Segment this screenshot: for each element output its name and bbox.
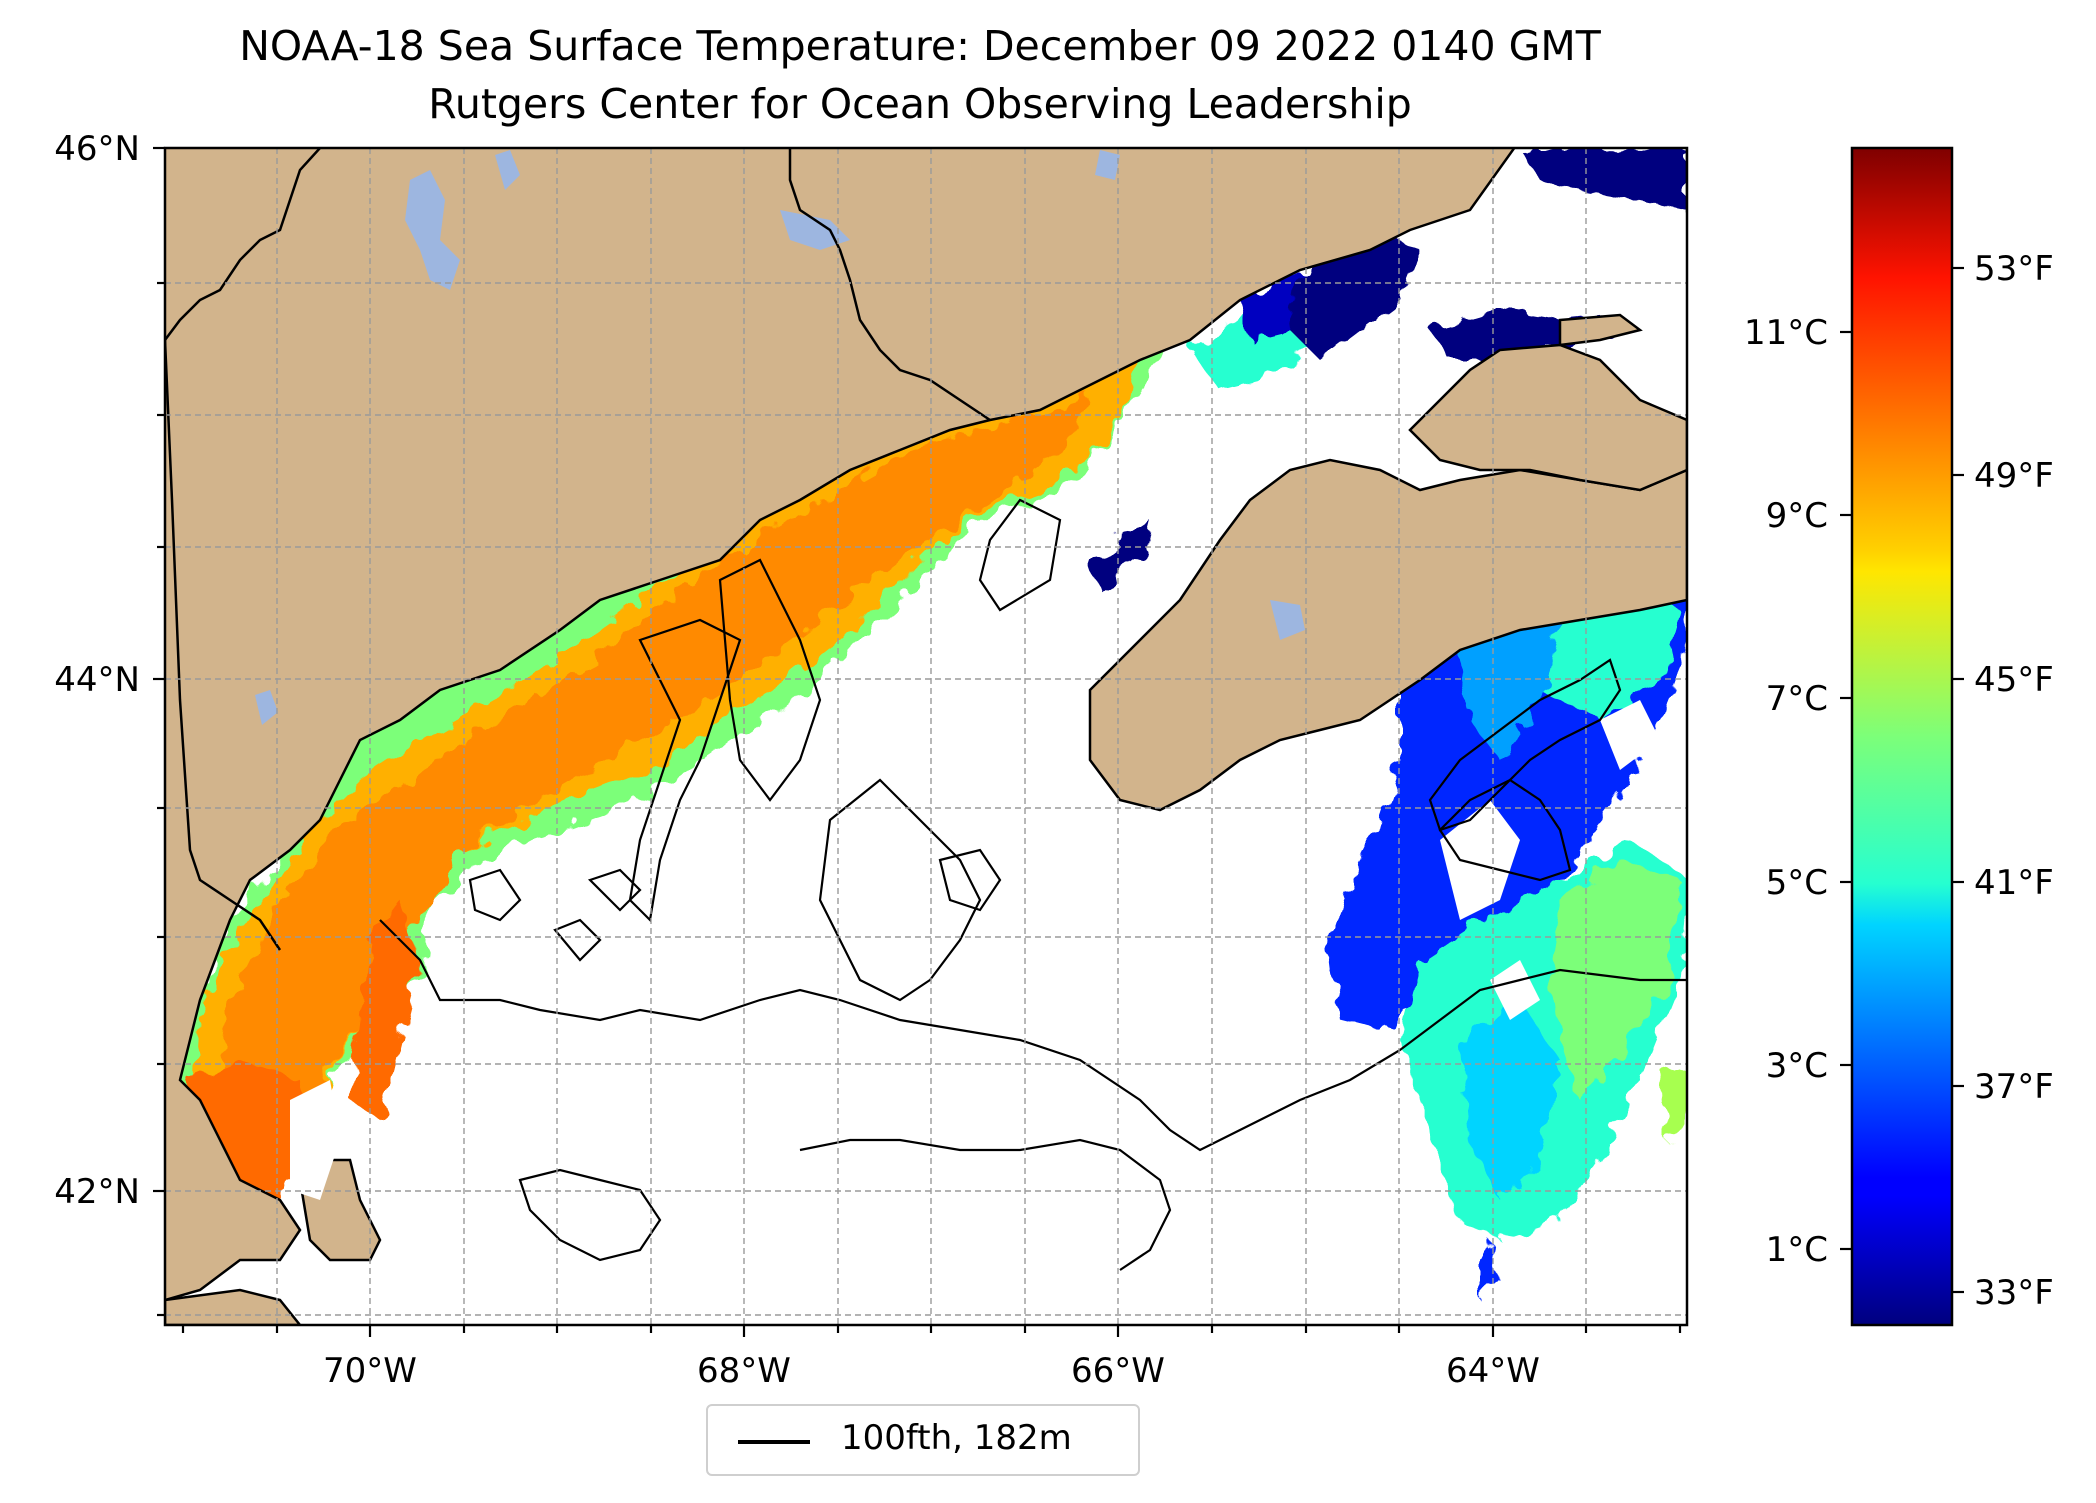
colorbar (1850, 146, 1954, 1327)
political-borders (165, 148, 991, 951)
lon-label-66w: 66°W (1071, 1351, 1165, 1391)
colorbar-f-label: 33°F (1974, 1273, 2054, 1313)
colorbar-c-label: 3°C (1766, 1046, 1828, 1086)
colorbar-c-label: 5°C (1766, 863, 1828, 903)
colorbar-c-label: 7°C (1766, 679, 1828, 719)
legend-line-swatch (738, 1440, 810, 1444)
sst-warm-swath (170, 300, 1180, 1220)
map-ticks (153, 146, 1682, 1337)
lon-label-70w: 70°W (323, 1351, 417, 1391)
legend: 100fth, 182m (706, 1404, 1140, 1476)
chart-subtitle: Rutgers Center for Ocean Observing Leade… (428, 80, 1412, 128)
map-frame (163, 146, 1689, 1327)
lon-label-68w: 68°W (697, 1351, 791, 1391)
lat-label-42n: 42°N (54, 1172, 140, 1212)
colorbar-f-label: 37°F (1974, 1067, 2054, 1107)
lakes (255, 150, 1305, 725)
colorbar-ticks (1840, 266, 1964, 1294)
lat-label-46n: 46°N (54, 129, 140, 169)
colorbar-f-label: 41°F (1974, 863, 2054, 903)
colorbar-c-label: 11°C (1744, 313, 1828, 353)
colorbar-c-label: 9°C (1766, 496, 1828, 536)
colorbar-c-label: 1°C (1766, 1230, 1828, 1270)
legend-label: 100fth, 182m (841, 1418, 1072, 1458)
colorbar-f-label: 49°F (1974, 456, 2054, 496)
chart-title: NOAA-18 Sea Surface Temperature: Decembe… (239, 22, 1601, 70)
lon-label-64w: 64°W (1446, 1351, 1540, 1391)
bathymetry-contours (379, 498, 1687, 1271)
colorbar-f-label: 53°F (1974, 249, 2054, 289)
cloud-gaps (290, 700, 1660, 1200)
lat-label-44n: 44°N (54, 660, 140, 700)
gridlines (165, 148, 1687, 1325)
colorbar-f-label: 45°F (1974, 660, 2054, 700)
